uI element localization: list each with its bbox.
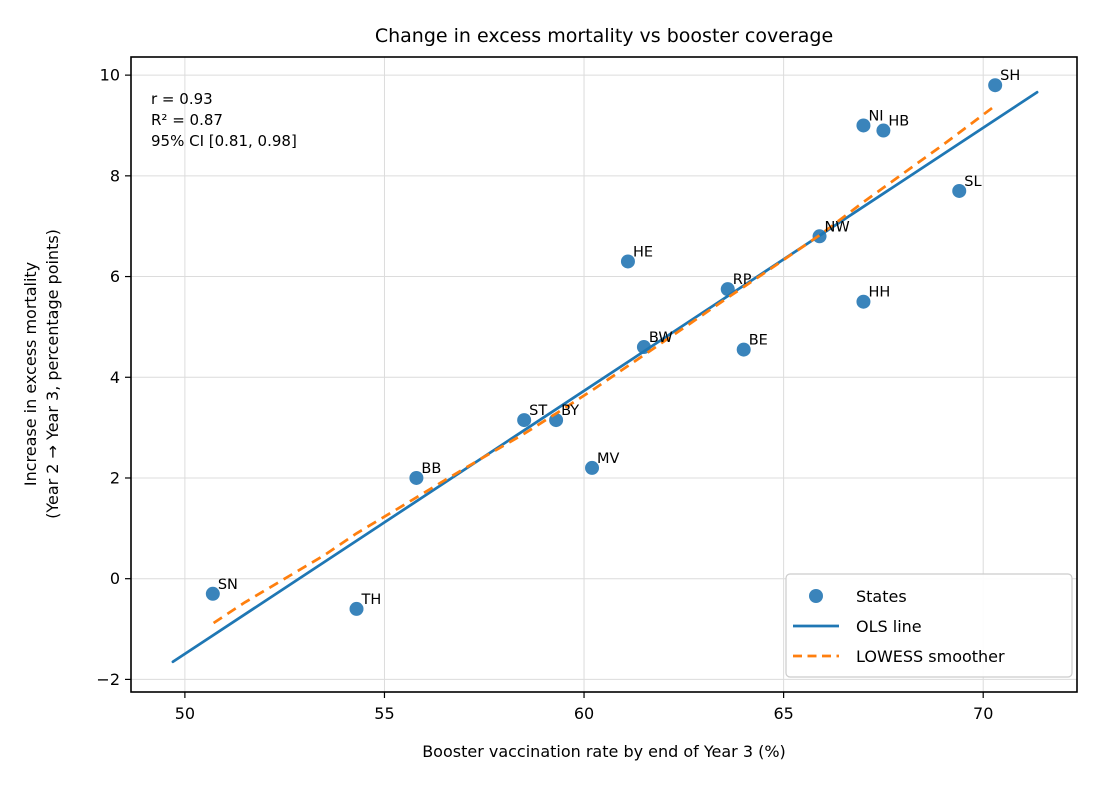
axis-layer: 50 55 60 65 70 −2 0 2 4 6 8 10 [96,66,993,723]
data-point-label-TH: TH [361,592,382,608]
ols-regression-line [171,90,1039,664]
data-point-label-HH: HH [868,285,890,301]
data-point-NI [856,118,871,133]
data-point-label-SH: SH [1000,68,1020,84]
x-tick-label: 65 [773,704,793,723]
y-tick-label: 0 [110,569,120,588]
x-tick-label: 60 [574,704,594,723]
data-point-label-NW: NW [825,219,850,235]
y-tick-label: −2 [96,670,120,689]
data-point-SN [205,586,220,601]
data-point-label-HB: HB [888,114,909,130]
y-tick-label: 6 [110,267,120,286]
data-point-label-BE: BE [749,333,768,349]
data-point-MV [585,460,600,475]
y-tick-label: 10 [100,66,120,85]
y-axis-label-line2: (Year 2 → Year 3, percentage points) [43,229,62,519]
plot-border [130,56,1078,693]
stat-confidence-interval: 95% CI [0.81, 0.98] [151,132,297,150]
data-point-label-BY: BY [561,403,579,419]
data-point-HB [876,123,891,138]
data-point-label-RP: RP [733,272,752,288]
x-tick-label: 55 [374,704,394,723]
y-tick-label: 4 [110,368,120,387]
x-tick-label: 50 [175,704,195,723]
x-tick-label: 70 [973,704,993,723]
data-point-TH [349,601,364,616]
data-point-label-MV: MV [597,451,620,467]
states-dot-icon [809,589,823,603]
legend-label-lowess: LOWESS smoother [856,647,1005,666]
data-point-BB [409,470,424,485]
data-point-ST [517,413,532,428]
data-point-SH [988,78,1003,93]
data-point-label-NI: NI [868,108,883,124]
data-point-label-HE: HE [633,244,653,260]
legend-label-ols: OLS line [856,617,922,636]
data-point-HE [620,254,635,269]
data-point-label-BW: BW [649,330,673,346]
data-point-label-SL: SL [964,174,981,190]
data-point-label-BB: BB [421,461,441,477]
data-layer: SN TH BB ST BY MV HE BW RP BE NW HH NI HB SL SH [171,68,1039,664]
stat-r-squared: R² = 0.87 [151,111,223,129]
data-point-SL [952,183,967,198]
data-point-BE [736,342,751,357]
y-tick-label: 2 [110,468,120,487]
legend-box [785,573,1073,678]
data-point-label-ST: ST [529,403,547,419]
y-tick-label: 8 [110,166,120,185]
y-axis-label-line1: Increase in excess mortality [21,262,40,486]
chart-title: Change in excess mortality vs booster co… [375,25,833,47]
stat-r: r = 0.93 [151,90,213,108]
x-axis-label: Booster vaccination rate by end of Year … [422,742,786,761]
legend: States OLS line LOWESS smoother [785,573,1073,678]
stats-annotation: r = 0.93 R² = 0.87 95% CI [0.81, 0.98] [151,90,297,150]
data-point-HH [856,294,871,309]
legend-label-states: States [856,587,907,606]
lowess-smoother-line [212,105,996,625]
data-point-label-SN: SN [218,577,238,593]
